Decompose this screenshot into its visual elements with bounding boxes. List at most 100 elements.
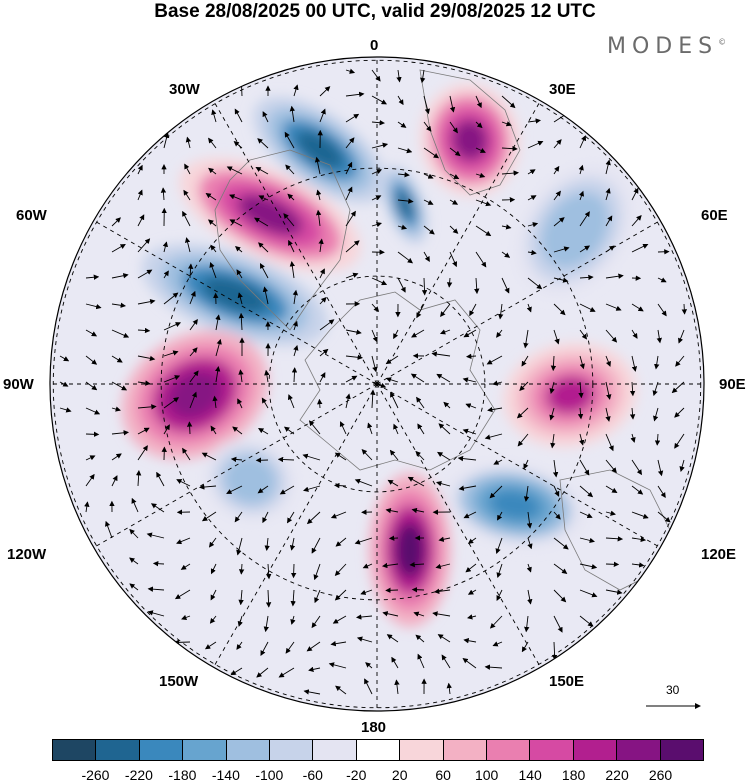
wind-vector-arrow [345,210,356,227]
wind-vector-arrow [163,424,170,435]
wind-vector-arrow [463,511,477,519]
wind-vector-arrow [501,277,510,294]
wind-vector-arrow [105,520,113,539]
wind-vector-arrow [553,277,569,283]
wind-vector-arrow [501,170,519,176]
wind-vector-arrow [199,484,217,490]
wind-vector-arrow [657,485,666,499]
wind-vector-arrow [475,95,482,109]
wind-vector-arrow [475,225,492,237]
wind-vector-arrow [84,501,90,513]
wind-vector-arrow [397,147,413,154]
wind-vector-arrow [527,277,543,290]
wind-vector-arrow [345,393,351,409]
wind-vector-arrow [553,165,560,175]
wind-vector-arrow [319,268,325,279]
wind-vector-arrow [371,69,381,82]
wind-vector-arrow [449,173,460,180]
wind-vector-arrow [415,634,425,643]
wind-vector-arrow [291,367,298,383]
wind-vector-arrow [393,423,399,435]
wind-vector-arrow [259,263,269,279]
wind-vector-arrow [236,269,243,279]
wind-vector-arrow [579,245,591,253]
wind-vector-arrow [498,303,504,320]
wind-vector-arrow [553,511,561,520]
wind-vector-arrow [463,638,477,644]
wind-vector-arrow [293,84,299,97]
wind-vector-arrow [176,537,191,545]
wind-vector-arrow [189,347,198,357]
wind-vector-arrow [484,664,503,670]
wind-vector-arrow [59,355,70,362]
wind-vector-arrow [394,679,400,695]
wind-vector-arrow [527,222,539,228]
wind-vector-arrow [553,246,570,253]
wind-vector-arrow [237,398,243,409]
wind-vector-arrow [463,329,477,338]
wind-vector-arrow [449,147,461,157]
colorbar-tick-label: -140 [211,767,240,783]
wind-vector-arrow [501,251,511,258]
wind-vector-arrow [371,142,389,149]
wind-vector-arrow [605,245,615,253]
colorbar-cell [53,740,97,760]
wind-vector-arrow [578,381,584,399]
wind-vector-arrow [371,303,380,312]
wind-vector-arrow [475,251,487,268]
wind-vector-arrow [526,303,532,313]
wind-vector-arrow [285,164,295,175]
wind-vector-arrow [443,401,451,409]
wind-vector-arrow [527,195,537,201]
wind-vector-arrow [215,366,221,383]
wind-vector-arrow [390,391,399,409]
wind-vector-arrow [315,209,322,227]
wind-vector-arrow [129,583,139,591]
wind-vector-arrow [254,217,269,227]
wind-vector-arrow [306,641,321,652]
wind-vector-arrow [335,685,347,695]
wind-vector-arrow [345,68,356,74]
wind-vector-arrow [335,537,347,547]
wind-vector-arrow [184,163,191,175]
wind-vector-arrow [238,312,245,331]
wind-vector-arrow [553,589,567,603]
wind-vector-arrow [553,329,560,345]
wind-vector-arrow [345,91,365,98]
lon-label-60w: 60W [16,207,47,224]
wind-vector-arrow [334,589,347,601]
wind-vector-arrow [385,507,399,514]
wind-vector-arrow [579,511,593,518]
wind-vector-arrow [364,678,373,695]
wind-vector-arrow [279,485,295,495]
wind-vector-arrow [235,246,243,253]
wind-vector-arrow [308,666,321,673]
wind-vector-arrow [345,272,359,279]
wind-vector-arrow [317,398,323,409]
wind-vector-arrow [457,455,477,462]
colorbar-tick-label: 20 [391,767,408,783]
wind-vector-arrow [182,447,191,461]
wind-vector-arrow [678,329,685,344]
wind-vector-arrow [579,615,594,627]
wind-vector-arrow [283,213,295,227]
wind-vector-arrow [656,329,662,344]
africa-coast [419,69,521,196]
wind-vector-arrow [163,132,170,149]
wind-vector-arrow [385,587,399,594]
wind-vector-arrow [467,589,477,595]
wind-vector-arrow [385,377,399,383]
wind-vector-arrow [85,455,96,461]
wind-vector-arrow [629,381,636,397]
wind-vector-arrow [605,561,620,568]
wind-vector-arrow [319,348,329,357]
wind-vector-arrow [521,355,529,367]
wind-vector-arrow [605,273,624,279]
wind-vector-arrow [371,329,378,343]
wind-vector-arrow [258,428,269,435]
wind-vector-arrow [319,319,335,331]
wind-vector-arrow [492,380,503,386]
wind-vector-arrow [631,187,639,201]
colorbar-cell [617,740,661,760]
